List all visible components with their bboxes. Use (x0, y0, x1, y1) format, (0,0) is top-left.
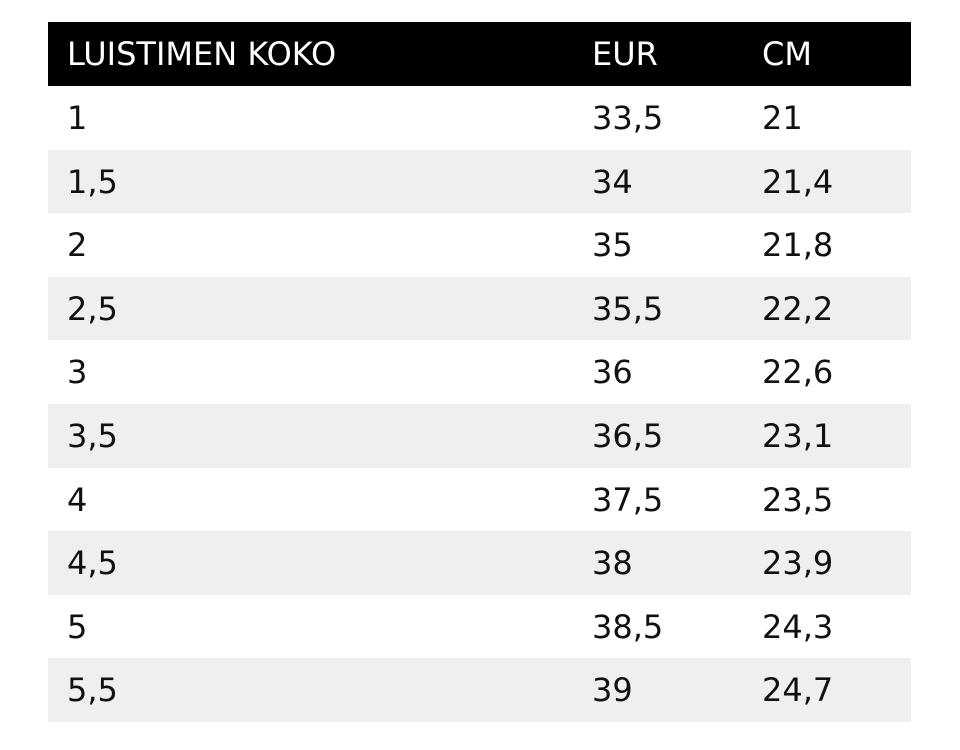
table-cell: 5 (67, 607, 88, 646)
table-row: 3 36 22,6 (48, 340, 911, 404)
table-row: 4 37,5 23,5 (48, 468, 911, 532)
table-cell: 23,9 (762, 544, 834, 583)
table-cell: 23,1 (762, 416, 834, 455)
table-row: 2 35 21,8 (48, 213, 911, 277)
header-cell: CM (762, 35, 812, 73)
table-cell: 38,5 (592, 607, 664, 646)
size-table: LUISTIMEN KOKO EUR CM 1 33,5 21 1,5 34 21,4 2 35 21… (48, 22, 911, 722)
table-row: 1 33,5 21 (48, 86, 911, 150)
table-cell: 22,6 (762, 353, 834, 392)
header-cell: LUISTIMEN KOKO (67, 35, 337, 73)
table-cell: 3,5 (67, 416, 118, 455)
table-row: 4,5 38 23,9 (48, 531, 911, 595)
table-row: 1,5 34 21,4 (48, 149, 911, 214)
table-cell: 36 (592, 353, 633, 392)
table-cell: 22,2 (762, 289, 834, 328)
header-row: LUISTIMEN KOKO EUR CM (48, 22, 911, 86)
table-cell: 36,5 (592, 416, 664, 455)
table-cell: 24,3 (762, 607, 834, 646)
table-row: 2,5 35,5 22,2 (48, 276, 911, 341)
table-cell: 4,5 (67, 544, 118, 583)
table-cell: 33,5 (592, 99, 664, 137)
table-cell: 24,7 (762, 671, 834, 710)
table-cell: 1 (67, 99, 88, 137)
header-cell: EUR (592, 35, 658, 73)
table-cell: 35,5 (592, 289, 664, 328)
table-cell: 2 (67, 226, 88, 265)
table-cell: 34 (592, 162, 633, 201)
table-cell: 5,5 (67, 671, 118, 710)
table-cell: 2,5 (67, 289, 118, 328)
table-row: 5 38,5 24,3 (48, 595, 911, 659)
table-row: 3,5 36,5 23,1 (48, 403, 911, 468)
table-cell: 21 (762, 99, 803, 137)
table-cell: 3 (67, 353, 88, 392)
table-cell: 21,4 (762, 162, 834, 201)
table-cell: 4 (67, 480, 88, 519)
table-cell: 35 (592, 226, 633, 265)
table-cell: 1,5 (67, 162, 118, 201)
table-cell: 38 (592, 544, 633, 583)
table-cell: 39 (592, 671, 633, 710)
table-cell: 37,5 (592, 480, 664, 519)
table-row: 5,5 39 24,7 (48, 658, 911, 722)
table-cell: 21,8 (762, 226, 834, 265)
table-cell: 23,5 (762, 480, 834, 519)
